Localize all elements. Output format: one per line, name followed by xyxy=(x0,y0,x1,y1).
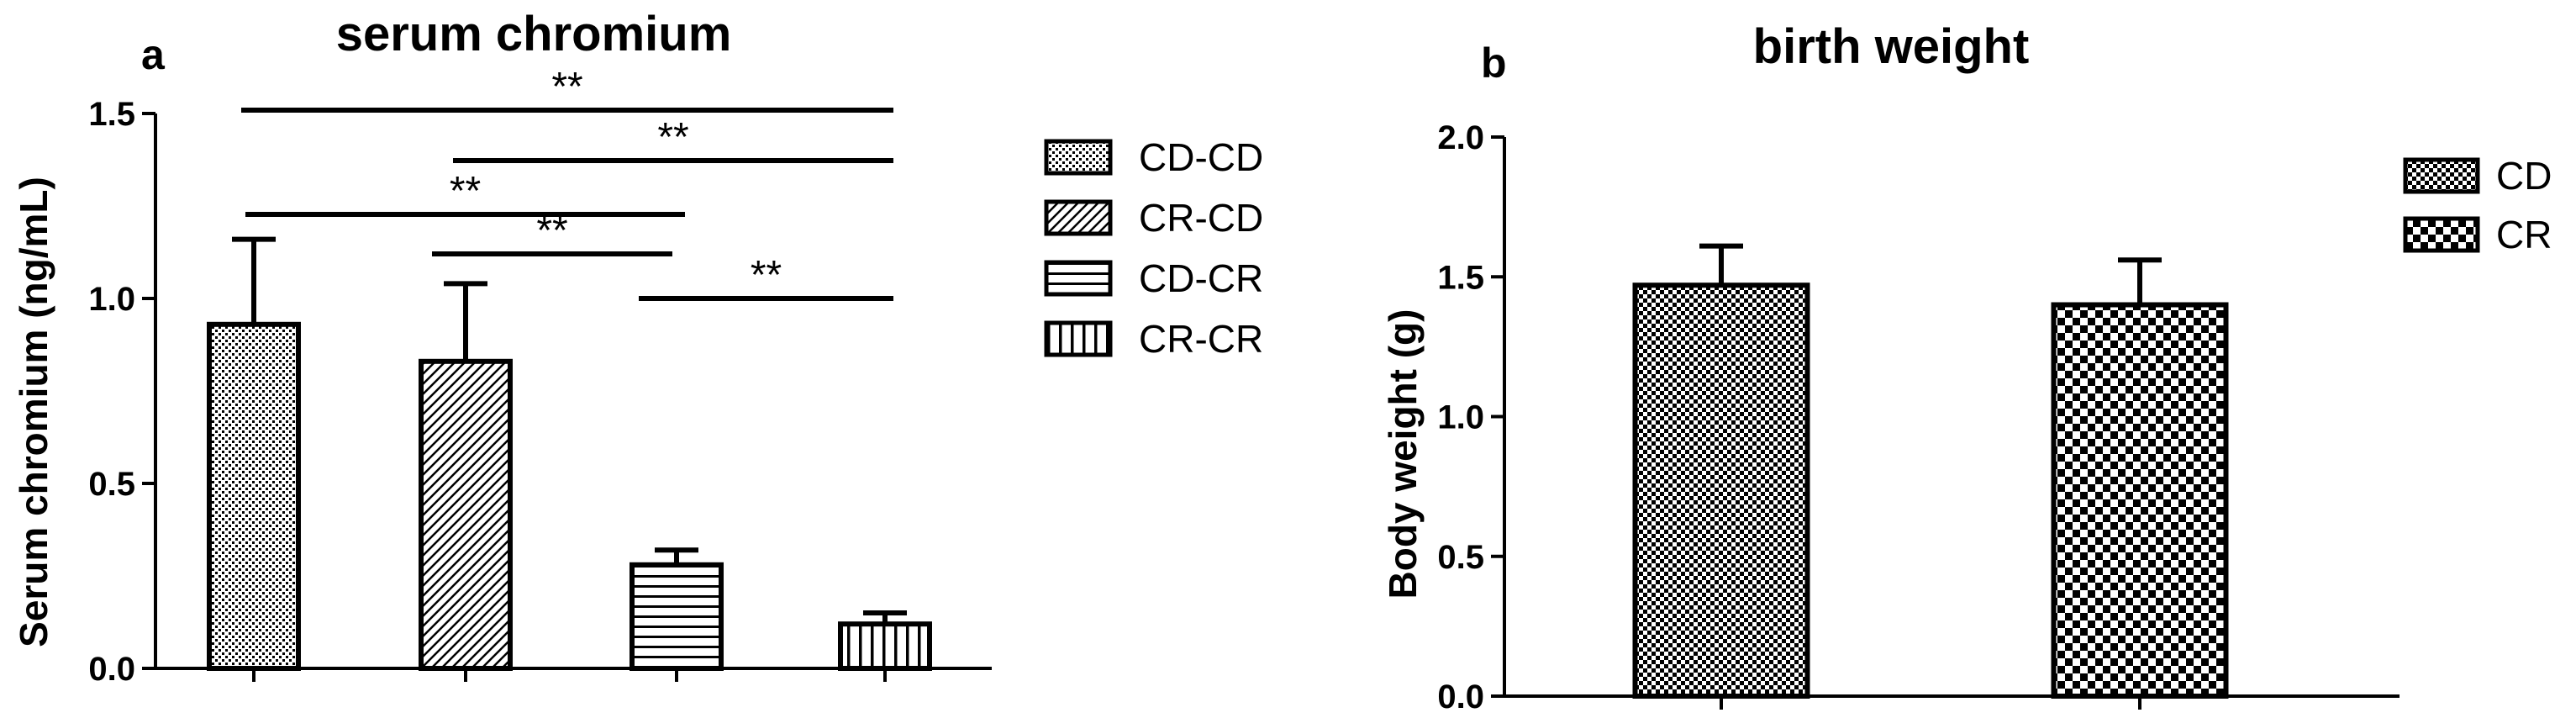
bar-cr-cd xyxy=(419,358,513,671)
legend-swatch xyxy=(1044,139,1113,176)
bar-cd-cr xyxy=(630,562,724,671)
legend-label: CD-CD xyxy=(1139,135,1263,179)
panel-b-y-axis-label: Body weight (g) xyxy=(1381,309,1425,599)
significance-label: ** xyxy=(450,169,481,214)
y-tick-label: 0.5 xyxy=(88,466,135,503)
legend-swatch xyxy=(1044,320,1113,357)
panel-b-title: birth weight xyxy=(1753,19,2030,74)
y-tick-label: 0.0 xyxy=(1437,678,1484,715)
panel-b: b birth weight Body weight (g) 0.0 0.5 1.0… xyxy=(1381,19,2552,715)
legend-swatch xyxy=(2403,157,2480,194)
legend-label: CR-CR xyxy=(1139,317,1263,361)
panel-a-y-axis-label: Serum chromium (ng/mL) xyxy=(12,177,55,647)
y-tick-label: 1.0 xyxy=(88,281,135,318)
legend-label: CR xyxy=(2496,213,2552,256)
significance-label: ** xyxy=(657,115,688,160)
legend-swatch xyxy=(2403,216,2480,253)
y-tick-label: 2.0 xyxy=(1437,119,1484,156)
legend-label: CR-CD xyxy=(1139,196,1263,240)
y-tick-label: 1.5 xyxy=(88,96,135,133)
bar-cr xyxy=(2051,302,2229,699)
significance-label: ** xyxy=(751,253,782,298)
legend-label: CD xyxy=(2496,154,2552,198)
y-tick-label: 1.5 xyxy=(1437,259,1484,296)
legend-swatch xyxy=(1044,199,1113,236)
bar-cd xyxy=(1632,282,1810,699)
bar-cr-cr xyxy=(838,621,932,672)
legend-label: CD-CR xyxy=(1139,256,1263,300)
bar-cd-cd xyxy=(207,321,301,671)
panel-a: a serum chromium Serum chromium (ng/mL) … xyxy=(12,7,1263,688)
y-tick-label: 1.0 xyxy=(1437,399,1484,436)
y-tick-label: 0.5 xyxy=(1437,539,1484,576)
legend-swatch xyxy=(1044,260,1113,297)
y-tick-label: 0.0 xyxy=(88,651,135,688)
significance-label: ** xyxy=(536,209,567,253)
panel-b-label: b xyxy=(1481,40,1507,87)
panel-a-label: a xyxy=(141,31,166,78)
panel-a-title: serum chromium xyxy=(336,7,732,61)
significance-label: ** xyxy=(551,65,582,109)
